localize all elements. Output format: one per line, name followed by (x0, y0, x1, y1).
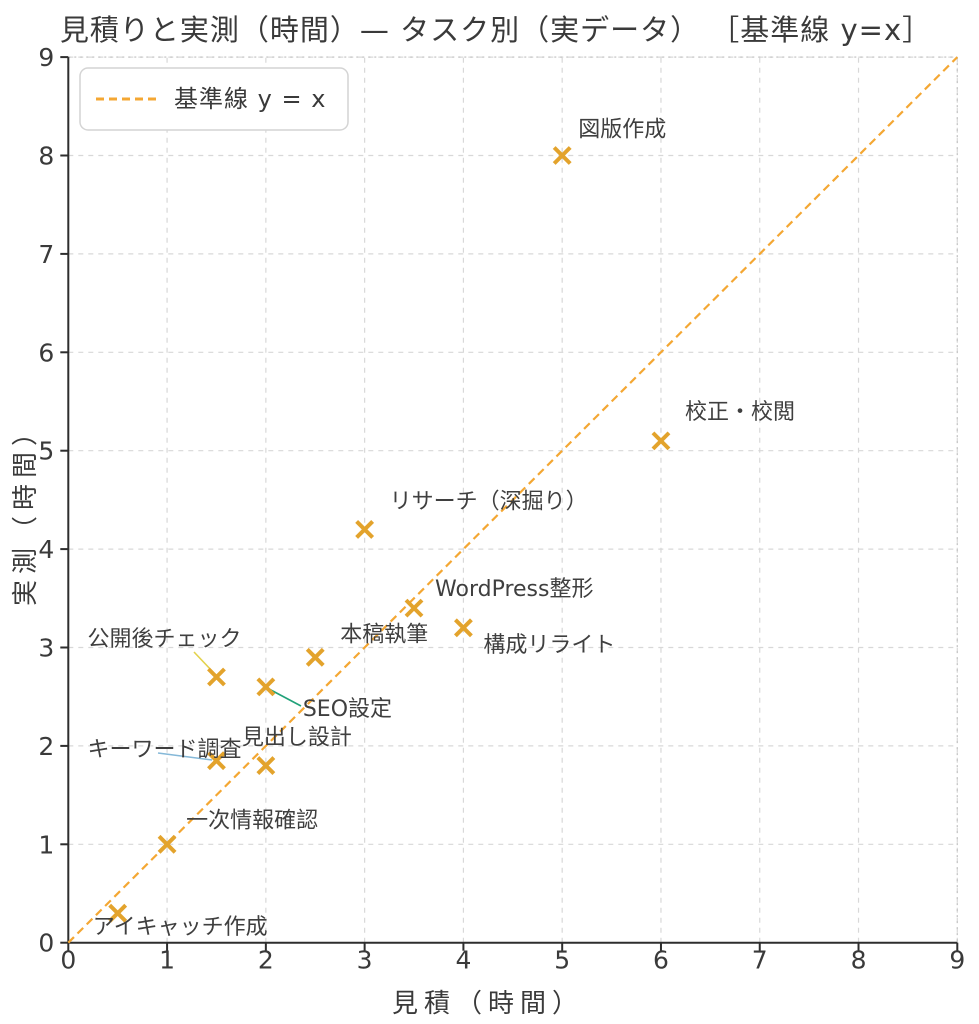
y-tick-label-0: 0 (38, 929, 54, 958)
x-tick-label-0: 0 (60, 946, 76, 975)
x-tick-label-9: 9 (949, 946, 965, 975)
x-tick-label-7: 7 (752, 946, 768, 975)
data-point-labels: アイキャッチ作成 一次情報確認 キーワード調査 見出し設計 SEO設定 公開後チェック 本稿… (87, 118, 795, 941)
data-point-marker-一次情報確認 (157, 834, 177, 854)
x-tick-label-1: 1 (159, 946, 175, 975)
data-point-label-見出し設計: 見出し設計 (242, 726, 352, 751)
data-point-label-リサーチ（深掘り）: リサーチ（深掘り） (390, 489, 588, 514)
y-tick-label-5: 5 (38, 437, 54, 466)
x-axis-label: 見積（時間） (392, 989, 584, 1019)
axis-ticks: 0 1 2 3 4 5 6 7 8 9 0 1 2 3 4 5 6 7 8 9 (38, 43, 965, 975)
data-point-marker-本稿執筆 (305, 647, 325, 667)
x-tick-label-2: 2 (258, 946, 274, 975)
data-point-label-WordPress整形: WordPress整形 (435, 577, 593, 602)
data-point-marker-アイキャッチ作成 (108, 903, 128, 923)
data-point-marker-キーワード調査 (207, 751, 226, 771)
y-tick-label-3: 3 (38, 634, 54, 663)
y-tick-label-8: 8 (38, 142, 54, 171)
data-point-marker-公開後チェック (207, 667, 226, 687)
data-point-label-校正・校閲: 校正・校閲 (685, 400, 795, 425)
data-point-marker-リサーチ（深掘り） (355, 520, 375, 539)
data-point-label-キーワード調査: キーワード調査 (87, 738, 241, 763)
leader-line-SEO設定 (268, 688, 302, 707)
data-point-marker-校正・校閲 (651, 431, 671, 451)
data-point-label-本稿執筆: 本稿執筆 (340, 622, 428, 647)
chart-title: 見積りと実測（時間）— タスク別（実データ） ［基準線 y=x］ (60, 13, 932, 47)
data-point-label-SEO設定: SEO設定 (303, 697, 392, 722)
x-tick-label-6: 6 (653, 946, 669, 975)
x-tick-label-5: 5 (554, 946, 570, 975)
data-point-marker-SEO設定 (256, 677, 276, 697)
data-point-marker-図版作成 (552, 146, 572, 165)
data-point-label-アイキャッチ作成: アイキャッチ作成 (93, 915, 268, 940)
legend-box (79, 67, 349, 131)
data-point-marker-構成リライト (453, 618, 473, 638)
y-tick-label-7: 7 (38, 240, 54, 269)
y-axis-label: 実測（時間） (11, 414, 41, 606)
y-tick-label-4: 4 (38, 535, 54, 564)
baseline-y-equals-x (67, 56, 959, 944)
y-tick-label-6: 6 (38, 338, 54, 367)
y-tick-label-2: 2 (38, 732, 54, 761)
data-point-label-構成リライト: 構成リライト (483, 633, 615, 658)
y-tick-label-9: 9 (38, 43, 54, 72)
y-tick-label-1: 1 (38, 830, 54, 859)
x-tick-label-8: 8 (851, 946, 867, 975)
x-tick-label-3: 3 (357, 946, 373, 975)
x-tick-label-4: 4 (455, 946, 471, 975)
legend: 基準線 y = x (79, 67, 349, 131)
data-point-marker-見出し設計 (256, 756, 276, 775)
data-point-marker-WordPress整形 (404, 598, 424, 618)
data-point-label-図版作成: 図版作成 (578, 118, 666, 143)
legend-label: 基準線 y = x (174, 85, 326, 113)
leader-line-キーワード調査 (157, 752, 213, 761)
data-point-label-一次情報確認: 一次情報確認 (186, 808, 318, 833)
data-point-markers (108, 146, 671, 923)
data-point-label-公開後チェック: 公開後チェック (87, 627, 241, 652)
